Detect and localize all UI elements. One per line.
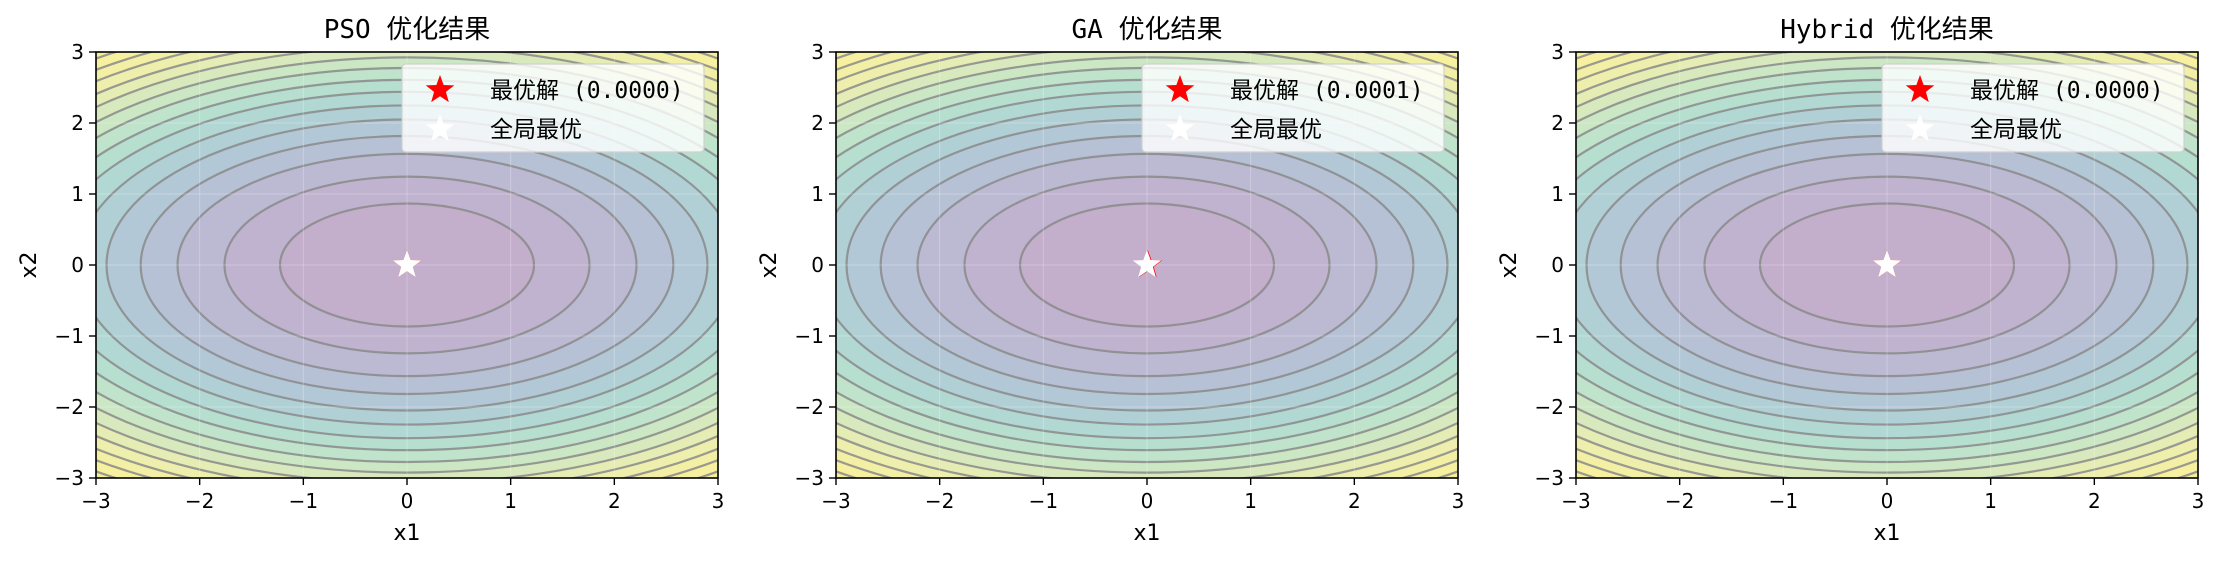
legend-box bbox=[1141, 63, 1445, 153]
legend-box bbox=[401, 63, 705, 153]
contour-line bbox=[1656, 152, 2118, 378]
y-tick-label: 0 bbox=[1551, 253, 1564, 277]
y-tick-label: 2 bbox=[71, 111, 84, 135]
legend-label: 全局最优 bbox=[1970, 117, 2062, 143]
chart-title: Hybrid 优化结果 bbox=[1780, 15, 1994, 45]
chart-title: PSO 优化结果 bbox=[324, 15, 491, 45]
x-tick-label: −1 bbox=[1029, 489, 1058, 513]
x-tick-label: 2 bbox=[2088, 489, 2101, 513]
contour-line bbox=[916, 152, 1378, 378]
legend-box bbox=[1881, 63, 2185, 153]
contour-line bbox=[176, 152, 638, 378]
x-tick-label: 2 bbox=[1348, 489, 1361, 513]
y-tick-label: −2 bbox=[795, 395, 824, 419]
legend-label: 最优解 (0.0001) bbox=[1230, 78, 1424, 104]
contour-line bbox=[1703, 175, 2071, 355]
x-tick-label: 0 bbox=[1141, 489, 1154, 513]
y-axis-label: x2 bbox=[1497, 251, 1522, 278]
legend: 最优解 (0.0000) 全局最优 bbox=[1881, 63, 2185, 153]
y-tick-label: 3 bbox=[811, 40, 824, 64]
legend-label: 全局最优 bbox=[1230, 117, 1322, 143]
x-tick-label: −2 bbox=[185, 489, 214, 513]
x-tick-label: −2 bbox=[1665, 489, 1694, 513]
x-tick-label: 1 bbox=[504, 489, 517, 513]
contour-line bbox=[1018, 202, 1276, 328]
contour-line bbox=[1576, 56, 2198, 474]
x-axis-label: x1 bbox=[1133, 521, 1160, 546]
subplot-2: −3 −2 −1 0 1 2 3 −3 −2 −1 0 1 2 3 GA 优化结果 x1 x2 最优解 (0.00… bbox=[757, 15, 1465, 546]
x-tick-label: 3 bbox=[1452, 489, 1465, 513]
x-tick-label: −3 bbox=[821, 489, 850, 513]
legend: 最优解 (0.0000) 全局最优 bbox=[401, 63, 705, 153]
contour-area bbox=[96, 52, 718, 478]
x-tick-label: 1 bbox=[1984, 489, 1997, 513]
y-tick-label: −1 bbox=[1535, 324, 1564, 348]
y-tick-label: −1 bbox=[55, 324, 84, 348]
x-tick-label: −3 bbox=[1561, 489, 1590, 513]
y-tick-label: 2 bbox=[811, 111, 824, 135]
y-tick-label: 1 bbox=[71, 182, 84, 206]
contour-line bbox=[963, 175, 1331, 355]
y-tick-label: −3 bbox=[55, 466, 84, 490]
global-optimum-marker bbox=[1872, 250, 1902, 278]
x-tick-label: −2 bbox=[925, 489, 954, 513]
x-tick-label: −3 bbox=[81, 489, 110, 513]
legend-marker bbox=[1165, 75, 1195, 103]
y-tick-label: −3 bbox=[795, 466, 824, 490]
y-tick-label: 0 bbox=[71, 253, 84, 277]
legend: 最优解 (0.0001) 全局最优 bbox=[1141, 63, 1445, 153]
y-tick-label: 2 bbox=[1551, 111, 1564, 135]
legend-marker bbox=[1165, 114, 1195, 142]
y-tick-label: −1 bbox=[795, 324, 824, 348]
legend-marker bbox=[1905, 75, 1935, 103]
legend-label: 最优解 (0.0000) bbox=[490, 78, 684, 104]
y-tick-label: 3 bbox=[71, 40, 84, 64]
y-tick-label: 0 bbox=[811, 253, 824, 277]
global-optimum-marker bbox=[1132, 250, 1162, 278]
y-tick-label: 1 bbox=[1551, 182, 1564, 206]
x-axis-label: x1 bbox=[393, 521, 420, 546]
chart-title: GA 优化结果 bbox=[1072, 15, 1223, 45]
legend-label: 最优解 (0.0000) bbox=[1970, 78, 2164, 104]
x-tick-label: −1 bbox=[289, 489, 318, 513]
legend-marker bbox=[1905, 114, 1935, 142]
legend-marker bbox=[425, 75, 455, 103]
x-tick-label: 0 bbox=[401, 489, 414, 513]
x-tick-label: 0 bbox=[1881, 489, 1894, 513]
y-tick-label: −3 bbox=[1535, 466, 1564, 490]
legend-label: 全局最优 bbox=[490, 117, 582, 143]
x-tick-label: −1 bbox=[1769, 489, 1798, 513]
y-tick-label: 1 bbox=[811, 182, 824, 206]
x-tick-label: 1 bbox=[1244, 489, 1257, 513]
y-tick-label: 3 bbox=[1551, 40, 1564, 64]
x-axis-label: x1 bbox=[1873, 521, 1900, 546]
contour-line bbox=[223, 175, 591, 355]
x-tick-label: 3 bbox=[2192, 489, 2205, 513]
contour-line bbox=[836, 56, 1458, 474]
contour-line bbox=[96, 56, 718, 474]
x-tick-label: 2 bbox=[608, 489, 621, 513]
x-tick-label: 3 bbox=[712, 489, 725, 513]
y-tick-label: −2 bbox=[55, 395, 84, 419]
y-axis-label: x2 bbox=[757, 251, 782, 278]
contour-line bbox=[1758, 202, 2016, 328]
y-tick-label: −2 bbox=[1535, 395, 1564, 419]
contour-area bbox=[836, 52, 1458, 478]
subplot-3: −3 −2 −1 0 1 2 3 −3 −2 −1 0 1 2 3 Hybrid 优化结果 x1 x2 最优解 (… bbox=[1497, 15, 2205, 546]
legend-marker bbox=[425, 114, 455, 142]
global-optimum-marker bbox=[392, 250, 422, 278]
subplot-1: −3 −2 −1 0 1 2 3 −3 −2 −1 0 1 2 3 PSO 优化结果 x1 x2 最优解 (0.0… bbox=[17, 15, 725, 546]
contour-line bbox=[278, 202, 536, 328]
y-axis-label: x2 bbox=[17, 251, 42, 278]
